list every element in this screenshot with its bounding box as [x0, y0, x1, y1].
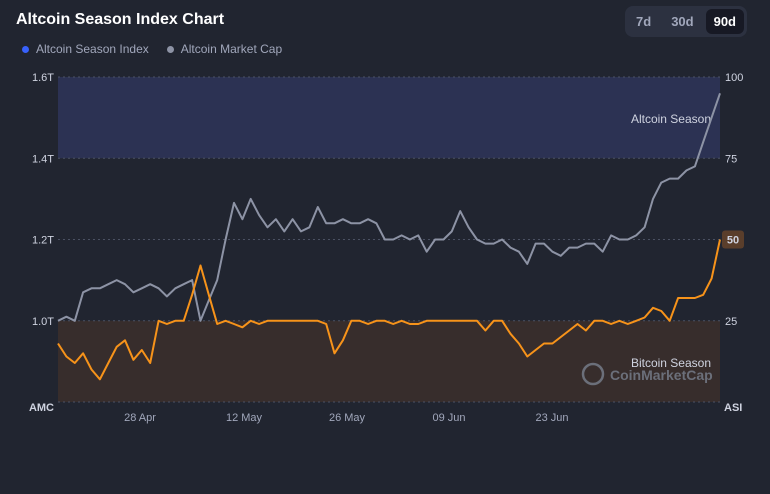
- left-axis-tick: 1.2T: [32, 235, 54, 247]
- season-index-line: [57, 239, 721, 381]
- left-axis-name: AMC: [29, 402, 54, 414]
- range-button-30d[interactable]: 30d: [671, 14, 694, 29]
- right-axis-tick: 100: [725, 72, 743, 84]
- left-axis-tick: 1.6T: [32, 72, 54, 84]
- x-axis-tick: 09 Jun: [432, 412, 465, 424]
- x-axis-tick: 23 Jun: [535, 412, 568, 424]
- market-cap-line: [57, 92, 721, 322]
- legend-item-market-cap[interactable]: Altcoin Market Cap: [166, 42, 283, 56]
- left-axis-tick: 1.4T: [32, 153, 54, 165]
- chart-title: Altcoin Season Index Chart: [16, 11, 225, 28]
- time-range-selector: 7d 30d 90d: [625, 6, 747, 37]
- current-value-badge: [722, 230, 744, 249]
- right-axis-tick: 25: [725, 316, 737, 328]
- legend-label-index: Altcoin Season Index: [36, 42, 149, 56]
- legend-dot-blue: [22, 45, 29, 53]
- zone-band: [58, 77, 720, 159]
- legend: Altcoin Season Index Altcoin Market Cap: [22, 42, 282, 56]
- watermark: CoinMarketCap: [581, 362, 713, 386]
- x-axis-tick: 28 Apr: [124, 412, 156, 424]
- x-axis-tick: 12 May: [226, 412, 263, 424]
- right-axis-name: ASI: [724, 402, 742, 414]
- legend-item-index[interactable]: Altcoin Season Index: [22, 42, 149, 56]
- zone-band: [58, 320, 720, 402]
- range-button-90d[interactable]: 90d: [705, 9, 744, 34]
- zone-label: Altcoin Season: [631, 112, 711, 126]
- zone-label: Bitcoin Season: [631, 356, 711, 370]
- left-axis-tick: 1.0T: [32, 316, 54, 328]
- range-button-7d[interactable]: 7d: [636, 14, 652, 29]
- x-axis-tick: 26 May: [329, 412, 366, 424]
- legend-label-market-cap: Altcoin Market Cap: [180, 42, 283, 56]
- watermark-text: CoinMarketCap: [610, 367, 713, 383]
- coinmarketcap-logo-icon: [581, 362, 605, 386]
- legend-dot-gray: [166, 45, 174, 53]
- current-value-label: 50: [727, 235, 739, 247]
- right-axis-tick: 75: [725, 153, 737, 165]
